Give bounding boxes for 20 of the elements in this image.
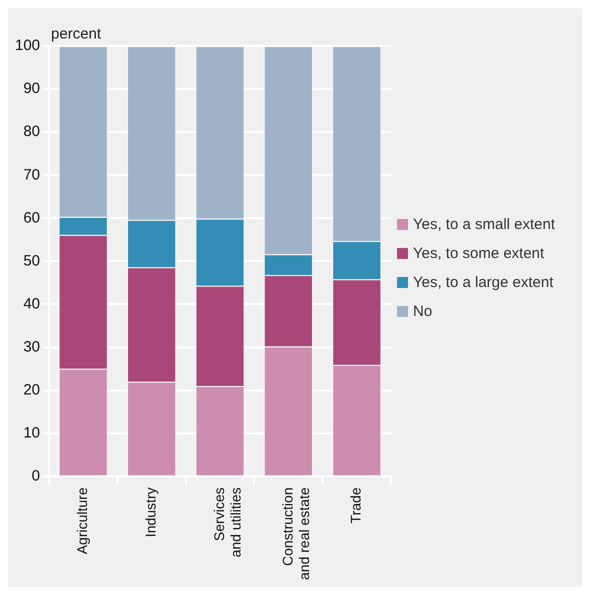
y-tick-label: 20 [23, 381, 40, 398]
y-tick-label: 60 [23, 209, 40, 226]
y-tick-label: 30 [23, 338, 40, 356]
x-tick-label: Industry [142, 487, 158, 538]
y-tick-label: 90 [23, 80, 40, 98]
legend-label: No [413, 302, 432, 320]
y-tick-label: 70 [23, 166, 40, 184]
y-tick-label: 50 [23, 252, 40, 270]
legend-label: Yes, to a small extent [413, 216, 556, 232]
y-axis-title: percent [51, 26, 102, 43]
legend-label: Yes, to some extent [413, 244, 544, 262]
y-tick-label: 10 [23, 424, 40, 442]
y-tick-label: 100 [14, 37, 40, 54]
x-tick-label: Services and utilities [210, 487, 244, 558]
x-tick-label: Trade [348, 487, 364, 524]
y-tick-label: 40 [23, 295, 40, 312]
y-tick-label: 0 [32, 468, 40, 485]
x-tick-label: Agriculture [74, 487, 90, 554]
y-tick-label: 80 [23, 123, 40, 140]
legend-label: Yes, to a large extent [413, 274, 554, 290]
